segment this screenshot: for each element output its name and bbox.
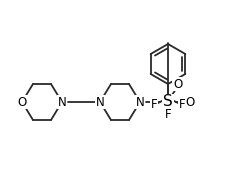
Text: F: F <box>165 108 171 120</box>
Text: O: O <box>17 96 27 108</box>
Text: N: N <box>136 96 144 108</box>
Text: O: O <box>173 78 183 90</box>
Text: S: S <box>163 94 173 110</box>
Text: N: N <box>58 96 66 108</box>
Text: N: N <box>96 96 104 108</box>
Text: F: F <box>179 98 185 112</box>
Text: F: F <box>151 98 157 112</box>
Text: O: O <box>185 96 195 108</box>
